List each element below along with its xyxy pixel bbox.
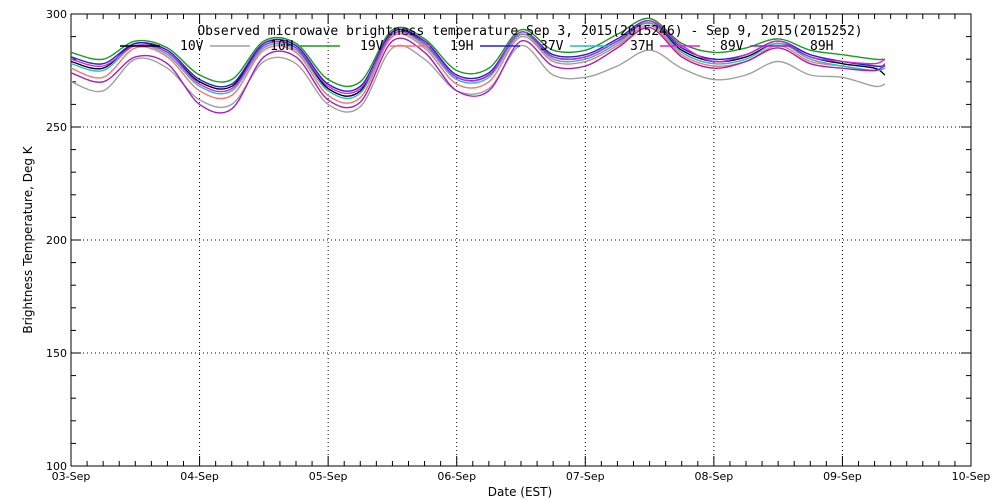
x-tick-label: 09-Sep: [823, 470, 862, 483]
series-line-10h: [70, 44, 886, 113]
y-tick-label: 250: [46, 121, 67, 134]
x-tick-label: 06-Sep: [437, 470, 476, 483]
y-tick-label: 100: [46, 460, 67, 473]
series-line-89h: [70, 26, 886, 114]
series-line-19v: [70, 17, 885, 88]
legend-label-19h: 19H: [450, 39, 473, 54]
x-tick-label: 04-Sep: [180, 470, 219, 483]
series-line-89v: [70, 20, 886, 95]
gridlines: [71, 14, 971, 466]
axis-ticks: 100 150 200 250 300 03-Sep 04-Sep 05-Sep 06-Sep 0…: [46, 8, 990, 483]
legend-label-37h: 37H: [630, 39, 653, 54]
legend-label-10v: 10V: [180, 39, 204, 54]
y-tick-label: 300: [46, 8, 67, 21]
x-tick-label: 05-Sep: [309, 470, 348, 483]
x-tick-label: 03-Sep: [52, 470, 91, 483]
x-axis-title: Date (EST): [488, 485, 552, 499]
x-tick-label: 10-Sep: [952, 470, 991, 483]
legend-label-37v: 37V: [540, 39, 564, 54]
legend: 10V 10H 19V 19H 37V 37H 89V 89H: [120, 39, 833, 54]
x-tick-label: 07-Sep: [566, 470, 605, 483]
x-tick-label: 08-Sep: [695, 470, 734, 483]
series-line-19h: [70, 24, 886, 104]
legend-label-19v: 19V: [360, 39, 384, 54]
y-axis-title: Brightness Temperature, Deg K: [21, 145, 35, 333]
legend-label-89v: 89V: [720, 39, 744, 54]
y-tick-label: 150: [46, 347, 67, 360]
legend-label-10h: 10H: [270, 39, 293, 54]
y-tick-label: 200: [46, 234, 67, 247]
legend-label-89h: 89H: [810, 39, 833, 54]
chart-title: Observed microwave brightness temperatur…: [197, 24, 862, 39]
